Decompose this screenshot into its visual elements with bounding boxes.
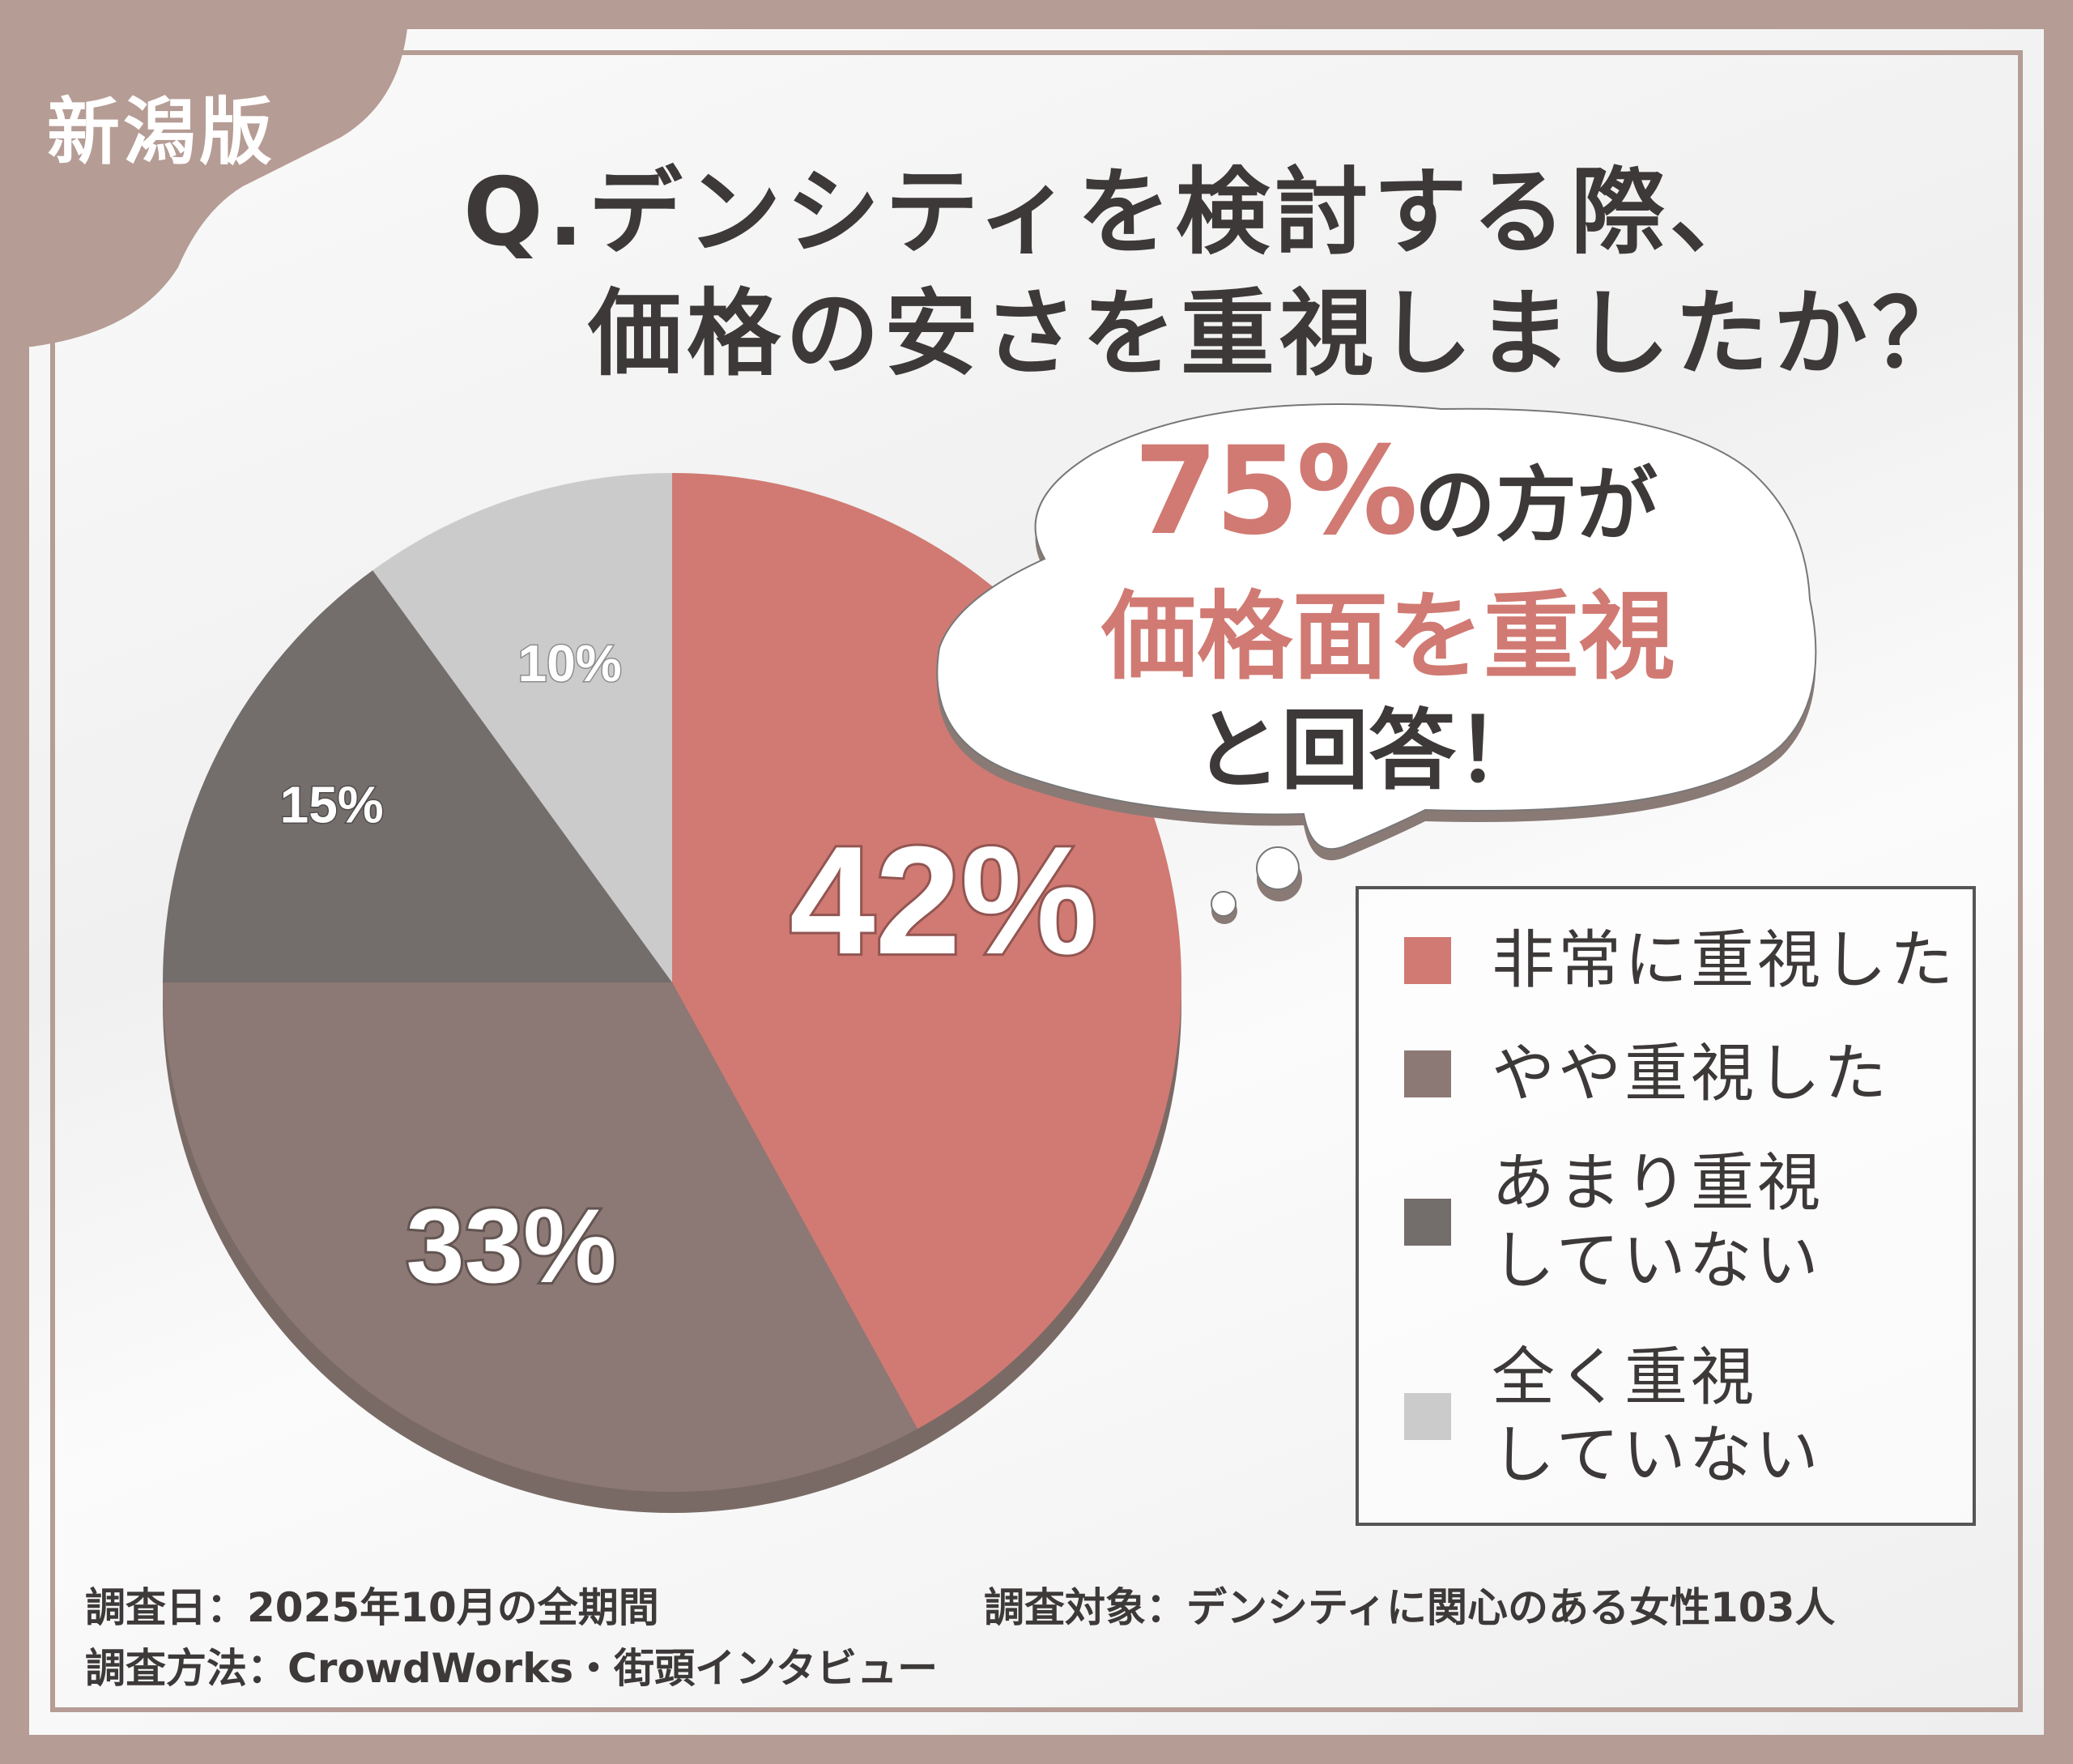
region-badge: 新潟版 <box>47 90 275 175</box>
region-badge-shape <box>0 0 409 348</box>
pie-slice-4 <box>372 473 672 982</box>
bubble-line-1-rest: の方が <box>1415 458 1658 552</box>
bubble-line-1: 75%の方が <box>1134 421 1658 562</box>
legend: 非常に重視した やや重視した あまり重視 していない 全く重視 していない <box>1356 886 1976 1526</box>
survey-target: 調査対象：デンシティに関心のある女性103人 <box>984 1584 1836 1631</box>
bubble-percent: 75% <box>1134 421 1418 562</box>
pie-label-1: 42% <box>790 815 1097 986</box>
legend-label: あまり重視 していない <box>1492 1147 1824 1297</box>
legend-swatch <box>1404 1050 1451 1097</box>
pie-slice-2 <box>163 982 918 1492</box>
bubble-line-2: 価格面を重視 <box>1101 581 1675 692</box>
pie-label-2: 33% <box>406 1187 616 1305</box>
survey-method: 調査方法：CrowdWorks・街頭インタビュー <box>85 1645 939 1692</box>
bubble-line-3: と回答！ <box>1193 701 1543 802</box>
pie-label-4: 10% <box>518 634 622 692</box>
inner-frame <box>50 50 2023 1712</box>
legend-item: 非常に重視した <box>1404 922 1956 999</box>
legend-swatch <box>1404 1199 1451 1246</box>
legend-label: 非常に重視した <box>1492 924 1957 997</box>
pie-label-3: 15% <box>280 776 384 834</box>
survey-date: 調査日：2025年10月の全期間 <box>85 1584 659 1631</box>
legend-swatch <box>1404 937 1451 984</box>
legend-item: 全く重視 していない <box>1404 1339 1822 1494</box>
legend-item: あまり重視 していない <box>1404 1144 1824 1300</box>
legend-item: やや重視した <box>1404 1035 1890 1113</box>
title-line-1: Q.デンシティを検討する際、 <box>463 158 1769 267</box>
legend-swatch <box>1404 1393 1451 1440</box>
title-line-2: 価格の安さを重視しましたか？ <box>588 279 1971 389</box>
pie-slice-3 <box>163 570 672 982</box>
legend-label: 全く重視 していない <box>1492 1341 1822 1492</box>
legend-label: やや重視した <box>1492 1038 1891 1110</box>
